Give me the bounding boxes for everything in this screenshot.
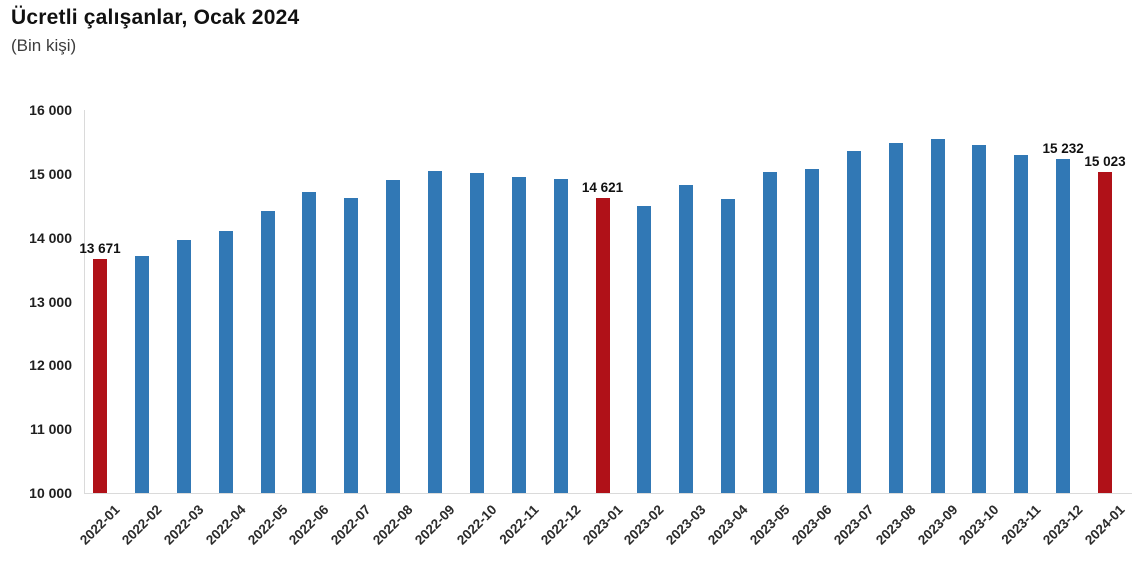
y-tick-15000: 15 000: [29, 165, 72, 182]
bar-2023-07: [846, 150, 861, 493]
y-tick-11000: 11 000: [29, 421, 72, 438]
bar-2023-12: [1056, 159, 1071, 493]
x-axis-line: [84, 493, 1132, 494]
bar-2022-03: [176, 240, 191, 493]
y-tick-14000: 14 000: [29, 229, 72, 246]
bar-2022-12: [553, 178, 568, 493]
bar-2023-04: [721, 198, 736, 493]
y-tick-13000: 13 000: [29, 293, 72, 310]
bar-2022-05: [260, 210, 275, 493]
bar-2023-06: [804, 168, 819, 493]
bar-2023-10: [972, 145, 987, 493]
bar-2022-02: [134, 255, 149, 493]
y-axis-line: [84, 110, 85, 494]
bar-label-2023-01: 14 621: [581, 180, 624, 196]
bar-2023-01: [595, 198, 610, 493]
y-tick-12000: 12 000: [29, 357, 72, 374]
bar-2022-06: [302, 191, 317, 493]
bar-2022-07: [344, 197, 359, 493]
bar-label-2022-01: 13 671: [79, 240, 121, 256]
bar-2023-08: [888, 143, 903, 493]
bar-2023-09: [930, 138, 945, 493]
chart-title: Ücretli çalışanlar, Ocak 2024: [11, 6, 300, 29]
bar-2022-09: [428, 171, 442, 493]
bar-2023-05: [763, 171, 777, 493]
bar-2022-04: [218, 230, 233, 493]
bar-2024-01: [1098, 172, 1112, 493]
bar-2022-10: [469, 173, 484, 493]
bar-label-2023-12: 15 232: [1042, 141, 1084, 157]
bar-2023-02: [637, 205, 652, 494]
bar-2023-03: [679, 184, 694, 493]
bar-2023-11: [1014, 155, 1029, 493]
bar-2022-01: [93, 258, 107, 493]
y-tick-10000: 10 000: [29, 485, 72, 501]
chart-subtitle: (Bin kişi): [11, 36, 77, 55]
bar-2022-08: [386, 180, 401, 493]
y-tick-16000: 16 000: [29, 102, 72, 118]
bar-2022-11: [511, 177, 526, 493]
bar-label-2024-01: 15 023: [1084, 154, 1126, 170]
